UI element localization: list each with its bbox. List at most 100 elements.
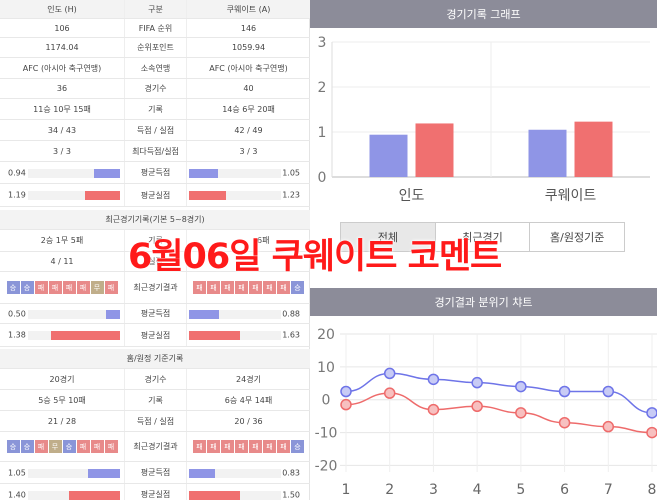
table-row: 20경기 경기수 24경기 [0,369,310,390]
result-badge: 패 [34,281,48,294]
avg-concede-row: 1.40 평균실점 1.50 [0,484,310,500]
chart-tabs: 전체 최근경기 홈/원정기준 [340,222,625,252]
away-avg-concede-bar [189,490,240,500]
data-point [427,373,440,386]
bar [369,134,408,177]
record-bar-chart: 0 1 2 3 인도 쿠웨이트 [318,35,650,204]
away-value: AFC (아시아 축구연맹) [209,63,288,73]
data-point [427,403,440,416]
away-value: 24경기 [236,374,261,384]
y-tick-label: 0 [318,170,327,186]
comparison-table: 인도 (H) 구분 쿠웨이트 (A) 106 FIFA 순위 146 1174.… [0,0,310,500]
row-label: 최근경기결과 [124,272,187,303]
x-tick-label: 7 [604,482,613,498]
away-team-header: 쿠웨이트 (A) [226,4,271,14]
row-label: 평균득점 [124,162,187,183]
result-badge: 패 [249,281,262,294]
away-avg-score: 0.83 [282,468,300,477]
result-badge: 승 [291,281,304,294]
home-team-header: 인도 (H) [47,4,77,14]
y-tick-label: 3 [318,35,327,51]
tab-home-away[interactable]: 홈/원정기준 [550,231,605,244]
data-point [340,398,352,411]
recent-section-title: 최근경기기록(기본 5~8경기) [0,210,310,230]
data-point [383,367,396,380]
avg-score-row: 0.50 평균득점 0.88 [0,304,310,324]
table-row: 11승 10무 15패 기록 14승 6무 20패 [0,99,310,120]
y-tick-label: -20 [315,458,338,474]
away-avg-score: 1.05 [282,168,300,177]
home-avg-concede-bar [85,191,120,200]
row-label: 기록 [124,230,187,251]
away-avg-score-bar [189,168,218,178]
table-row: 34 / 43 득점 / 실점 42 / 49 [0,120,310,141]
tab-recent[interactable]: 최근경기 [436,223,531,251]
row-label: 기록 [124,390,187,410]
table-row: AFC (아시아 축구연맹) 소속연맹 AFC (아시아 축구연맹) [0,58,310,79]
result-badge: 승 [62,440,76,453]
home-avg-concede-bar [51,331,120,340]
home-value: 2승 1무 5패 [40,236,84,245]
home-avg-score-bar [88,468,120,478]
home-value: 3 / 3 [53,146,71,156]
result-badge: 패 [104,440,118,453]
table-row: 36 경기수 40 [0,79,310,99]
row-label: 실점 [124,252,187,271]
category-header: 구분 [124,0,187,18]
home-value: 34 / 43 [47,125,77,135]
result-badge: 패 [104,281,118,294]
home-avg-score: 0.50 [8,309,26,318]
row-label: 득점 / 실점 [124,120,187,140]
result-badge: 패 [76,281,90,294]
result-badge: 패 [249,440,262,453]
record-graph-title: 경기기록 그래프 [310,0,657,28]
y-tick-label: 20 [317,327,335,343]
data-point [515,380,527,393]
home-avg-score: 1.05 [8,468,26,477]
away-avg-concede-bar [189,191,226,200]
y-tick-label: 2 [318,80,327,96]
home-value: 20경기 [49,374,75,384]
home-avg-concede: 1.40 [8,490,26,499]
away-value: 1059.94 [231,43,266,52]
avg-score-row: 1.05 평균득점 0.83 [0,462,310,484]
away-value: 6패 [257,236,270,245]
row-label: 기록 [124,99,187,119]
trend-graph-title: 경기결과 분위기 챠트 [310,288,657,316]
home-value: 1174.04 [45,43,79,52]
tab-all[interactable]: 전체 [341,223,436,251]
table-row: 21 / 28 득점 / 실점 20 / 36 [0,411,310,432]
bar [415,123,454,177]
result-badge: 패 [221,440,234,453]
result-badge: 패 [90,440,104,453]
home-value: 36 [56,84,68,93]
home-avg-score-bar [94,168,120,178]
away-avg-concede-bar [189,331,240,340]
away-value: 3 / 3 [239,146,258,156]
row-label: 평균득점 [124,462,187,483]
avg-score-row: 0.94 평균득점 1.05 [0,162,310,184]
x-category-label: 인도 [399,188,425,204]
result-badge: 패 [277,440,290,453]
avg-concede-row: 1.38 평균실점 1.63 [0,324,310,347]
away-value: 20 / 36 [234,416,263,426]
result-badge: 패 [48,281,62,294]
data-point [558,416,571,429]
trend-line-chart: 20 10 0 -10 -201 2 3 4 5 6 7 8 [315,327,657,498]
bar [528,129,567,177]
headline-overlay: 6월06일 쿠웨이트 코멘트 [128,237,502,277]
result-badge: 패 [277,281,290,294]
home-avg-score: 0.94 [8,168,26,177]
result-badge: 패 [34,440,48,453]
away-avg-concede: 1.23 [282,190,300,200]
result-badge: 무 [90,281,104,294]
table-row: 3 / 3 최다득점/실점 3 / 3 [0,141,310,162]
x-tick-label: 2 [385,482,394,498]
row-label: 평균실점 [124,484,187,500]
home-value: 106 [54,23,70,33]
table-row: 2승 1무 5패 기록 6패 [0,230,310,252]
data-point [602,420,615,433]
